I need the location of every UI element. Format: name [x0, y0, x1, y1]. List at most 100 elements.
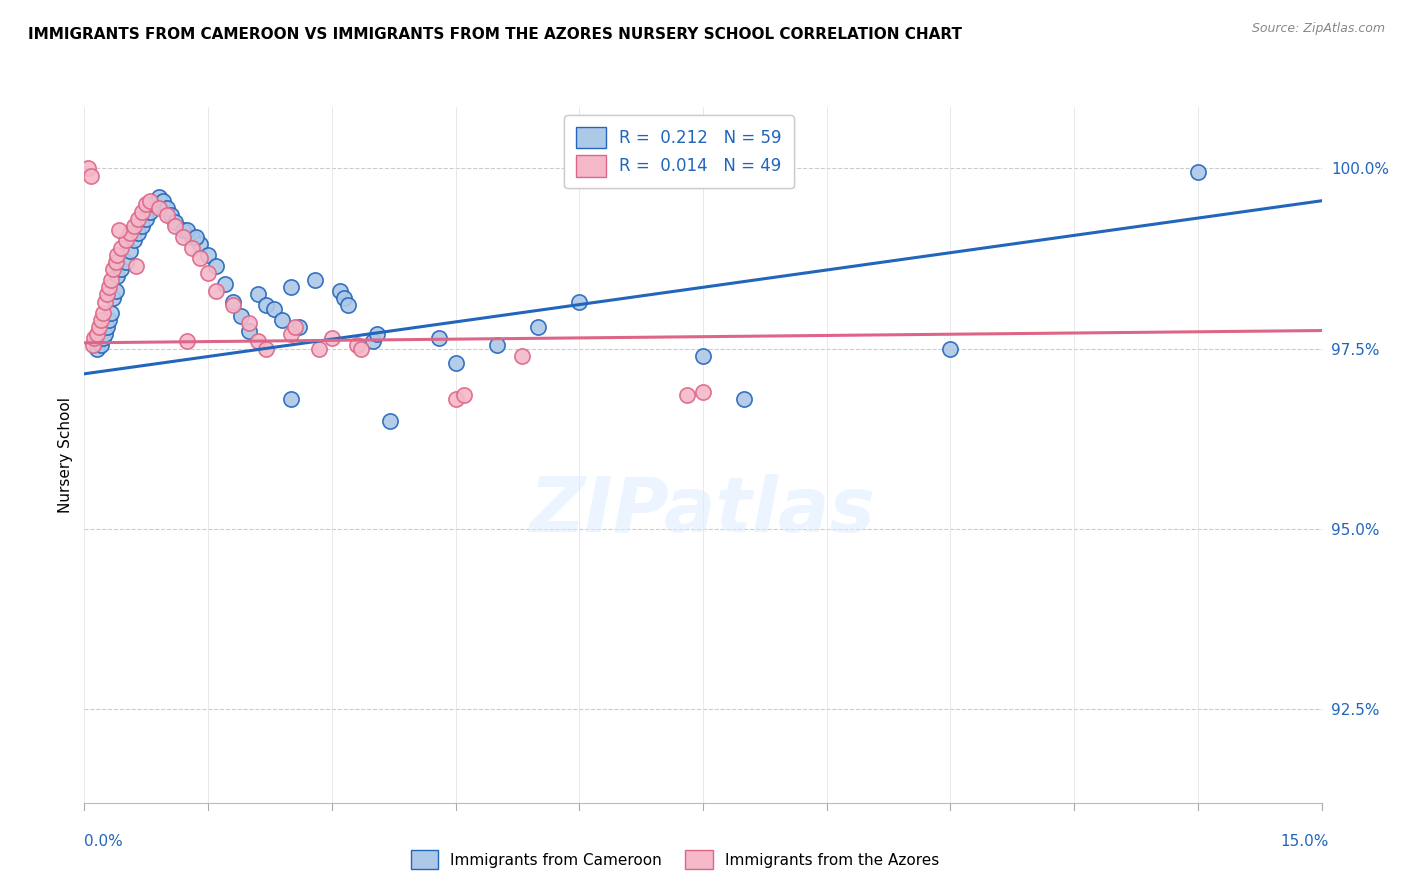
Point	[110, 241, 132, 255]
Point	[229, 309, 252, 323]
Point	[361, 334, 384, 349]
Text: ZIPatlas: ZIPatlas	[530, 474, 876, 548]
Point	[94, 327, 117, 342]
Point	[172, 222, 194, 236]
Point	[675, 388, 697, 402]
Y-axis label: Nursery School: Nursery School	[58, 397, 73, 513]
Point	[122, 234, 145, 248]
Point	[197, 248, 219, 262]
Point	[124, 259, 146, 273]
Point	[160, 208, 183, 222]
Point	[527, 320, 550, 334]
Point	[254, 298, 277, 312]
Point	[238, 324, 260, 338]
Point	[337, 298, 360, 312]
Point	[105, 248, 128, 262]
Point	[205, 259, 228, 273]
Text: 0.0%: 0.0%	[84, 834, 124, 849]
Point	[98, 312, 121, 326]
Point	[308, 342, 330, 356]
Point	[568, 294, 591, 309]
Point	[148, 190, 170, 204]
Point	[91, 331, 114, 345]
Point	[176, 334, 198, 349]
Point	[148, 201, 170, 215]
Point	[254, 342, 277, 356]
Point	[214, 277, 236, 291]
Point	[444, 392, 467, 406]
Point	[184, 229, 207, 244]
Point	[103, 262, 125, 277]
Point	[280, 327, 302, 342]
Point	[135, 211, 157, 226]
Point	[110, 262, 132, 277]
Text: 15.0%: 15.0%	[1281, 834, 1329, 849]
Point	[280, 392, 302, 406]
Point	[118, 226, 141, 240]
Point	[444, 356, 467, 370]
Point	[197, 266, 219, 280]
Point	[188, 252, 211, 266]
Point	[180, 229, 202, 244]
Point	[135, 197, 157, 211]
Legend: Immigrants from Cameroon, Immigrants from the Azores: Immigrants from Cameroon, Immigrants fro…	[405, 844, 945, 875]
Point	[90, 312, 112, 326]
Point	[510, 349, 533, 363]
Point	[427, 331, 450, 345]
Point	[152, 194, 174, 208]
Point	[89, 334, 111, 349]
Point	[89, 320, 111, 334]
Point	[321, 331, 343, 345]
Point	[188, 237, 211, 252]
Point	[346, 338, 368, 352]
Point	[96, 320, 118, 334]
Point	[91, 305, 114, 319]
Point	[205, 284, 228, 298]
Point	[733, 392, 755, 406]
Point	[692, 384, 714, 399]
Point	[333, 291, 356, 305]
Point	[156, 208, 179, 222]
Point	[131, 219, 153, 233]
Point	[939, 342, 962, 356]
Point	[284, 320, 307, 334]
Point	[100, 273, 122, 287]
Point	[180, 241, 202, 255]
Point	[100, 305, 122, 319]
Point	[96, 287, 118, 301]
Point	[238, 316, 260, 330]
Point	[80, 169, 103, 183]
Point	[104, 255, 127, 269]
Point	[350, 342, 373, 356]
Point	[86, 342, 108, 356]
Point	[288, 320, 311, 334]
Point	[304, 273, 326, 287]
Point	[485, 338, 508, 352]
Point	[453, 388, 475, 402]
Point	[108, 222, 131, 236]
Point	[222, 298, 245, 312]
Point	[104, 284, 127, 298]
Point	[246, 287, 269, 301]
Point	[105, 269, 128, 284]
Point	[222, 294, 245, 309]
Text: IMMIGRANTS FROM CAMEROON VS IMMIGRANTS FROM THE AZORES NURSERY SCHOOL CORRELATIO: IMMIGRANTS FROM CAMEROON VS IMMIGRANTS F…	[28, 27, 962, 42]
Point	[94, 294, 117, 309]
Point	[131, 204, 153, 219]
Point	[366, 327, 388, 342]
Point	[83, 331, 105, 345]
Point	[127, 211, 149, 226]
Point	[114, 234, 136, 248]
Point	[127, 226, 149, 240]
Point	[77, 161, 100, 176]
Point	[156, 201, 179, 215]
Point	[246, 334, 269, 349]
Point	[103, 291, 125, 305]
Point	[98, 280, 121, 294]
Point	[329, 284, 352, 298]
Point	[143, 197, 166, 211]
Point	[165, 215, 187, 229]
Point	[692, 349, 714, 363]
Point	[263, 301, 285, 316]
Point	[82, 338, 104, 352]
